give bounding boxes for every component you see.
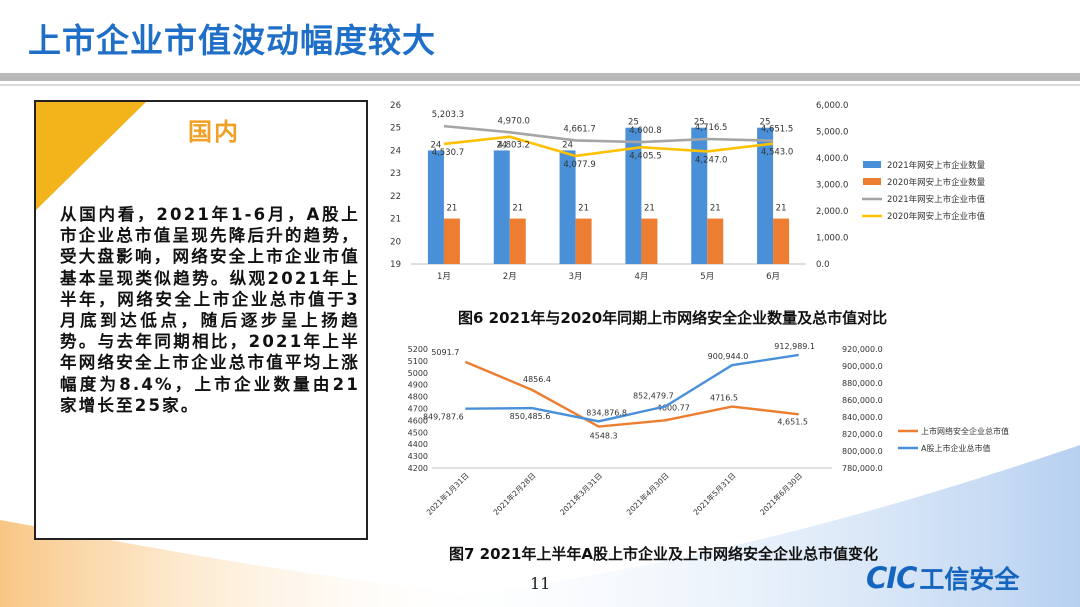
- line-value-label: 852,479.7: [633, 391, 674, 400]
- x-category-label: 2021年5月31日: [691, 470, 738, 517]
- line-value-label: 4856.4: [523, 375, 551, 384]
- line-value-label: 4548.3: [590, 432, 618, 441]
- line-value-label: 900,944.0: [708, 352, 749, 361]
- legend-label: 上市网络安全企业总市值: [921, 426, 1009, 436]
- figure6-caption: 图6 2021年与2020年同期上市网络安全企业数量及总市值对比: [458, 307, 887, 328]
- line-value-label: 4,651.5: [777, 417, 808, 426]
- figure7-caption: 图7 2021年上半年A股上市企业及上市网络安全企业总市值变化: [449, 543, 878, 564]
- line-value-label: 5091.7: [431, 348, 459, 357]
- line-value-label: 4716.5: [710, 394, 738, 403]
- page-number: 11: [530, 574, 550, 593]
- left-tick-label: 4900: [408, 381, 428, 390]
- left-tick-label: 4800: [408, 393, 428, 402]
- x-category-label: 2021年2月28日: [491, 470, 538, 517]
- right-tick-label: 900,000.0: [842, 362, 883, 371]
- right-tick-label: 860,000.0: [842, 396, 883, 405]
- cic-logo: CIC 工信安全: [866, 560, 1019, 600]
- left-tick-label: 4400: [408, 440, 428, 449]
- right-tick-label: 880,000.0: [842, 379, 883, 388]
- x-category-label: 2021年3月31日: [557, 470, 604, 517]
- left-tick-label: 4200: [408, 464, 428, 473]
- left-tick-label: 4500: [408, 428, 428, 437]
- legend-label: A股上市企业总市值: [921, 443, 990, 453]
- right-tick-label: 820,000.0: [842, 430, 883, 439]
- line-value-label: 849,787.6: [423, 413, 464, 422]
- line-value-label: 850,485.6: [510, 412, 551, 421]
- left-tick-label: 5000: [408, 369, 428, 378]
- x-category-label: 2021年1月31日: [424, 470, 471, 517]
- right-tick-label: 780,000.0: [842, 464, 883, 473]
- line-value-label: 912,989.1: [774, 342, 815, 351]
- left-tick-label: 5200: [408, 345, 428, 354]
- logo-mark: CIC: [866, 561, 916, 595]
- logo-text: 工信安全: [919, 565, 1019, 594]
- left-tick-label: 5100: [408, 357, 428, 366]
- line-value-label: 834,876.8: [586, 408, 627, 417]
- right-tick-label: 840,000.0: [842, 413, 883, 422]
- x-category-label: 2021年6月30日: [757, 470, 804, 517]
- left-tick-label: 4300: [408, 452, 428, 461]
- x-category-label: 2021年4月30日: [624, 470, 671, 517]
- right-tick-label: 800,000.0: [842, 447, 883, 456]
- right-tick-label: 920,000.0: [842, 345, 883, 354]
